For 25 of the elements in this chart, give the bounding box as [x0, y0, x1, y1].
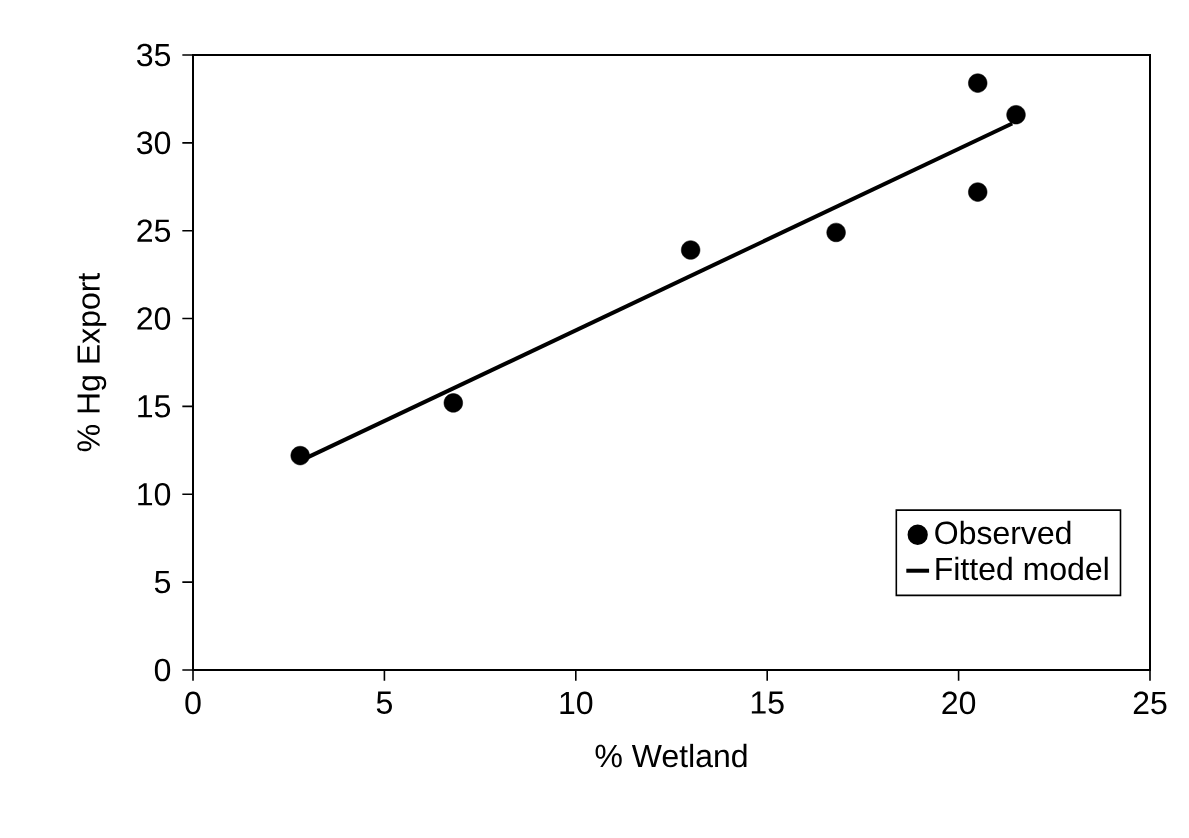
- y-tick-label: 30: [137, 131, 171, 155]
- y-axis-title: % Hg Export: [77, 272, 107, 452]
- point: [826, 222, 846, 243]
- point: [968, 182, 988, 202]
- x-tick-label: 5: [376, 691, 392, 714]
- x-tick-label: 25: [1133, 691, 1167, 715]
- y-tick-label: 15: [138, 395, 171, 418]
- x-tick-label: 0: [185, 691, 201, 715]
- y-tick-label: 20: [137, 307, 171, 330]
- legend-label: Fitted model: [936, 556, 1108, 581]
- point: [1006, 105, 1026, 125]
- point: [968, 73, 988, 93]
- y-tick-label: 10: [138, 482, 171, 506]
- x-tick-label: 10: [560, 691, 593, 715]
- point: [290, 446, 310, 466]
- point: [443, 393, 463, 413]
- point: [681, 240, 701, 260]
- legend-label: Observed: [935, 520, 1071, 545]
- y-tick-label: 0: [154, 658, 171, 682]
- x-axis-title: % Wetland: [595, 743, 747, 768]
- x-tick-label: 15: [751, 691, 784, 714]
- y-tick-label: 25: [137, 219, 171, 243]
- x-tick-label: 20: [942, 691, 976, 715]
- y-tick-label: 5: [154, 570, 171, 594]
- y-tick-label: 35: [137, 43, 171, 67]
